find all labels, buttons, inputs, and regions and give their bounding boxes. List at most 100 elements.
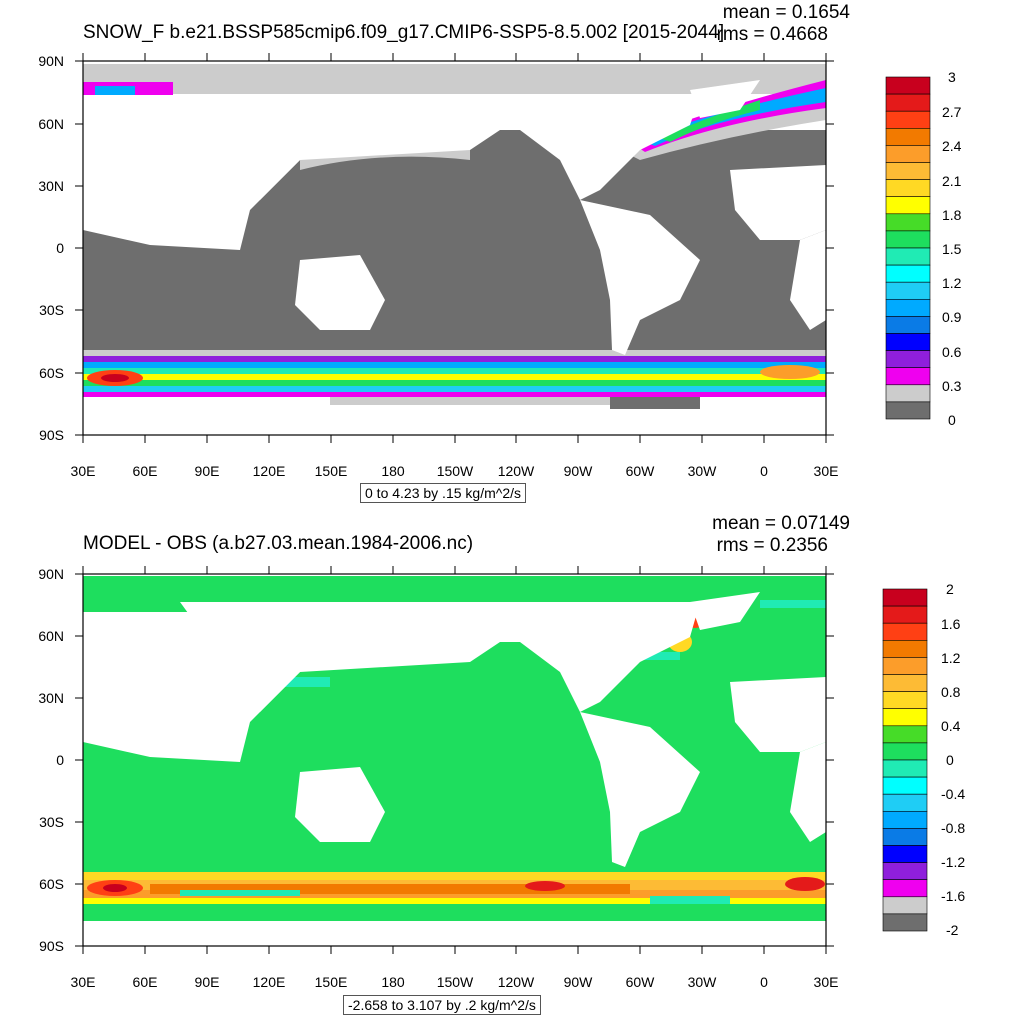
bottom-colorbar-label: 0.8	[941, 684, 961, 700]
bottom-lon-label: 60W	[625, 974, 655, 990]
colorbar-swatch	[882, 725, 928, 744]
bottom-lon-label: 90W	[563, 974, 593, 990]
bottom-colorbar	[882, 588, 928, 932]
colorbar-swatch	[885, 230, 931, 249]
top-colorbar-label: 0.3	[942, 378, 962, 394]
bottom-lon-label: 60E	[132, 974, 158, 990]
top-lon-label: 90E	[194, 463, 220, 479]
top-colorbar-label: 0	[948, 412, 956, 428]
top-colorbar-label: 0.9	[942, 309, 962, 325]
bottom-lon-label: 150W	[436, 974, 474, 990]
bottom-rms: rms = 0.2356	[716, 535, 828, 556]
colorbar-swatch	[885, 367, 931, 386]
bottom-colorbar-label: -1.6	[941, 888, 966, 904]
colorbar-swatch	[882, 828, 928, 846]
bottom-lon-label: 30E	[70, 974, 96, 990]
top-lat-label: 60N	[38, 116, 64, 132]
colorbar-swatch	[885, 298, 931, 317]
top-lon-label: 120W	[497, 463, 535, 479]
colorbar-swatch	[885, 281, 931, 300]
top-lon-label: 0	[760, 463, 768, 479]
bottom-colorbar-label: -0.8	[941, 820, 966, 836]
colorbar-swatch	[885, 179, 931, 198]
top-contour-info: 0 to 4.23 by .15 kg/m^2/s	[360, 483, 526, 503]
top-mean: mean = 0.1654	[722, 2, 850, 23]
bottom-lat-label: 30S	[39, 814, 64, 830]
colorbar-swatch	[885, 316, 931, 334]
top-lon-label: 150W	[436, 463, 474, 479]
colorbar-swatch	[882, 640, 928, 658]
bottom-colorbar-label: -1.2	[941, 854, 966, 870]
top-lon-label: 150E	[314, 463, 348, 479]
colorbar-swatch	[882, 622, 928, 641]
top-colorbar-label: 2.7	[942, 104, 962, 120]
top-lon-label: 60E	[132, 463, 158, 479]
bottom-map-svg	[75, 566, 928, 954]
top-lon-label: 30W	[687, 463, 717, 479]
colorbar-swatch	[882, 759, 928, 778]
bottom-lon-label: 0	[760, 974, 768, 990]
colorbar-swatch	[885, 76, 931, 95]
top-landmasses	[83, 80, 826, 355]
top-map-svg	[75, 53, 931, 443]
colorbar-swatch	[882, 708, 928, 727]
top-rms: rms = 0.4668	[716, 24, 828, 45]
top-colorbar-label: 1.8	[942, 207, 962, 223]
top-lon-label: 30E	[813, 463, 839, 479]
bottom-lat-label: 60N	[38, 628, 64, 644]
bottom-lon-label: 30W	[687, 974, 717, 990]
colorbar-swatch	[885, 145, 931, 163]
top-colorbar-label: 1.5	[942, 241, 962, 257]
top-lon-label: 90W	[563, 463, 593, 479]
colorbar-swatch	[882, 879, 928, 898]
top-map-field	[83, 64, 826, 435]
colorbar-swatch	[885, 213, 931, 232]
colorbar-swatch	[885, 196, 931, 215]
top-colorbar-label: 0.6	[942, 344, 962, 360]
bottom-lon-label: 150E	[314, 974, 348, 990]
bottom-colorbar-label: -0.4	[941, 786, 966, 802]
top-ticks	[75, 53, 834, 443]
bottom-lon-label: 180	[381, 974, 405, 990]
top-colorbar-label: 2.4	[942, 138, 962, 154]
bottom-contour-info: -2.658 to 3.107 by .2 kg/m^2/s	[343, 995, 541, 1015]
top-lat-label: 60S	[39, 365, 64, 381]
colorbar-swatch	[882, 913, 928, 932]
bottom-lat-label: 90N	[38, 566, 64, 582]
colorbar-swatch	[885, 264, 931, 283]
colorbar-swatch	[882, 862, 928, 881]
top-lat-label: 90S	[39, 427, 64, 443]
bottom-colorbar-label: -2	[946, 922, 959, 938]
colorbar-swatch	[885, 401, 931, 420]
colorbar-swatch	[882, 742, 928, 761]
bottom-lat-label: 0	[56, 752, 64, 768]
colorbar-swatch	[885, 93, 931, 112]
colorbar-swatch	[885, 333, 931, 351]
top-lat-label: 90N	[38, 53, 64, 69]
colorbar-swatch	[882, 588, 928, 607]
bottom-panel: MODEL - OBS (a.b27.03.mean.1984-2006.nc)…	[0, 512, 1024, 1024]
colorbar-swatch	[882, 810, 928, 829]
colorbar-swatch	[885, 247, 931, 266]
bottom-title: MODEL - OBS (a.b27.03.mean.1984-2006.nc)	[83, 533, 474, 554]
top-lat-label: 0	[56, 240, 64, 256]
bottom-ticks	[75, 566, 834, 954]
top-colorbar	[885, 76, 931, 420]
bottom-map-field	[83, 576, 826, 946]
top-lon-label: 30E	[70, 463, 96, 479]
bottom-colorbar-label: 1.2	[941, 650, 961, 666]
bottom-lat-label: 90S	[39, 938, 64, 954]
top-lon-label: 60W	[625, 463, 655, 479]
top-colorbar-label: 2.1	[942, 173, 962, 189]
colorbar-swatch	[885, 384, 931, 403]
colorbar-swatch	[882, 896, 928, 915]
colorbar-swatch	[882, 674, 928, 692]
bottom-lat-label: 60S	[39, 876, 64, 892]
top-colorbar-label: 3	[948, 69, 956, 85]
colorbar-swatch	[882, 845, 928, 863]
bottom-lon-label: 120E	[252, 974, 286, 990]
bottom-colorbar-label: 1.6	[941, 616, 961, 632]
bottom-colorbar-label: 0.4	[941, 718, 961, 734]
colorbar-swatch	[882, 793, 928, 812]
colorbar-swatch	[882, 691, 928, 710]
